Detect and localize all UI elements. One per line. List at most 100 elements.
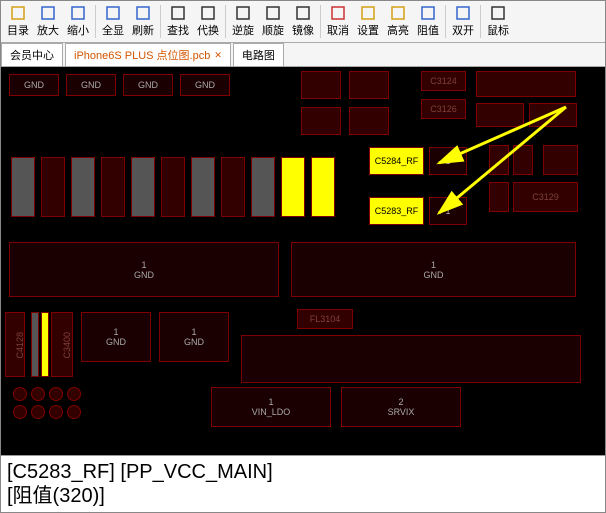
- status-line-2: [阻值(320)]: [7, 484, 599, 508]
- pcb-pad[interactable]: [49, 405, 63, 419]
- pcb-component[interactable]: [349, 71, 389, 99]
- tab-label: 电路图: [242, 47, 275, 63]
- tab-pcb[interactable]: iPhone6S PLUS 点位图.pcb ✕: [65, 43, 231, 66]
- resistance-icon: [420, 5, 436, 21]
- pcb-component[interactable]: [489, 182, 509, 212]
- pcb-component[interactable]: [221, 157, 245, 217]
- pcb-component[interactable]: C5283_RF: [369, 197, 424, 225]
- pcb-component[interactable]: [71, 157, 95, 217]
- pcb-component[interactable]: [101, 157, 125, 217]
- pcb-pad[interactable]: [67, 387, 81, 401]
- toolbar-dual-button[interactable]: 双开: [448, 3, 478, 40]
- toolbar-search-button[interactable]: 查找: [163, 3, 193, 40]
- toolbar-label: 鼠标: [487, 22, 509, 38]
- pcb-component[interactable]: [31, 312, 39, 377]
- pcb-canvas[interactable]: GNDGNDGNDGNDC3124C3126C5284_RF1C5283_RF1…: [1, 67, 605, 455]
- component-label: GND: [10, 80, 58, 90]
- cancel-icon: [330, 5, 346, 21]
- pcb-component[interactable]: C3129: [513, 182, 578, 212]
- toolbar-cancel-button[interactable]: 取消: [323, 3, 353, 40]
- pcb-component[interactable]: C3124: [421, 71, 466, 91]
- zoomout-icon: [70, 5, 86, 21]
- full-icon: [105, 5, 121, 21]
- toolbar-label: 全显: [102, 22, 124, 38]
- pcb-component[interactable]: [191, 157, 215, 217]
- pcb-component[interactable]: FL3104: [297, 309, 353, 329]
- component-label: GND: [67, 80, 115, 90]
- pcb-component[interactable]: [41, 312, 49, 377]
- pcb-component[interactable]: [131, 157, 155, 217]
- tab-label: iPhone6S PLUS 点位图.pcb: [74, 47, 210, 63]
- pcb-component[interactable]: [311, 157, 335, 217]
- toolbar-refresh-button[interactable]: 刷新: [128, 3, 158, 40]
- catalog-icon: [10, 5, 26, 21]
- pcb-pad[interactable]: [13, 405, 27, 419]
- pcb-component[interactable]: C4128: [5, 312, 25, 377]
- toolbar-mirror-button[interactable]: 镜像: [288, 3, 318, 40]
- pcb-component[interactable]: C5284_RF: [369, 147, 424, 175]
- refresh-icon: [135, 5, 151, 21]
- pcb-component[interactable]: C3400: [51, 312, 73, 377]
- toolbar-label: 代换: [197, 22, 219, 38]
- pcb-component[interactable]: GND: [123, 74, 173, 96]
- pcb-component[interactable]: [489, 145, 509, 175]
- pcb-component[interactable]: 1: [429, 197, 467, 225]
- pcb-component[interactable]: 1VIN_LDO: [211, 387, 331, 427]
- pcb-component[interactable]: [301, 107, 341, 135]
- pcb-component[interactable]: GND: [180, 74, 230, 96]
- zoomin-icon: [40, 5, 56, 21]
- pcb-component[interactable]: 1GND: [291, 242, 576, 297]
- status-line-1: [C5283_RF] [PP_VCC_MAIN]: [7, 460, 599, 484]
- pcb-component[interactable]: [11, 157, 35, 217]
- toolbar-catalog-button[interactable]: 目录: [3, 3, 33, 40]
- pcb-component[interactable]: [476, 71, 576, 97]
- tab-member[interactable]: 会员中心: [1, 43, 63, 66]
- pcb-component[interactable]: [529, 103, 577, 127]
- pcb-component[interactable]: 1GND: [159, 312, 229, 362]
- pcb-component[interactable]: [513, 145, 533, 175]
- component-label: 1VIN_LDO: [212, 397, 330, 417]
- toolbar-highlight-button[interactable]: 高亮: [383, 3, 413, 40]
- toolbar-ccw-button[interactable]: 逆旋: [228, 3, 258, 40]
- pcb-pad[interactable]: [67, 405, 81, 419]
- toolbar: 目录放大缩小全显刷新查找代换逆旋顺旋镜像取消设置高亮阻值双开鼠标: [1, 1, 605, 43]
- toolbar-replace-button[interactable]: 代换: [193, 3, 223, 40]
- pcb-component[interactable]: [349, 107, 389, 135]
- toolbar-label: 放大: [37, 22, 59, 38]
- pcb-component[interactable]: 1GND: [81, 312, 151, 362]
- tab-schematic[interactable]: 电路图: [233, 43, 284, 66]
- pcb-component[interactable]: GND: [9, 74, 59, 96]
- toolbar-settings-button[interactable]: 设置: [353, 3, 383, 40]
- pcb-component[interactable]: C3126: [421, 99, 466, 119]
- pcb-component[interactable]: 2SRVIX: [341, 387, 461, 427]
- toolbar-zoomin-button[interactable]: 放大: [33, 3, 63, 40]
- toolbar-resistance-button[interactable]: 阻值: [413, 3, 443, 40]
- pcb-component[interactable]: [161, 157, 185, 217]
- toolbar-label: 缩小: [67, 22, 89, 38]
- toolbar-full-button[interactable]: 全显: [98, 3, 128, 40]
- component-label: C3126: [422, 104, 465, 114]
- pcb-pad[interactable]: [49, 387, 63, 401]
- pcb-component[interactable]: 1: [429, 147, 467, 175]
- replace-icon: [200, 5, 216, 21]
- pcb-component[interactable]: [251, 157, 275, 217]
- pcb-pad[interactable]: [13, 387, 27, 401]
- toolbar-zoomout-button[interactable]: 缩小: [63, 3, 93, 40]
- toolbar-cw-button[interactable]: 顺旋: [258, 3, 288, 40]
- pcb-component[interactable]: [241, 335, 581, 383]
- toolbar-label: 刷新: [132, 22, 154, 38]
- pcb-component[interactable]: 1GND: [9, 242, 279, 297]
- pcb-component[interactable]: [41, 157, 65, 217]
- pcb-component[interactable]: [476, 103, 524, 127]
- close-icon[interactable]: ✕: [214, 50, 222, 61]
- pcb-component[interactable]: [281, 157, 305, 217]
- pcb-pad[interactable]: [31, 405, 45, 419]
- search-icon: [170, 5, 186, 21]
- pcb-component[interactable]: GND: [66, 74, 116, 96]
- toolbar-label: 查找: [167, 22, 189, 38]
- highlight-icon: [390, 5, 406, 21]
- pcb-component[interactable]: [301, 71, 341, 99]
- toolbar-mouse-button[interactable]: 鼠标: [483, 3, 513, 40]
- pcb-pad[interactable]: [31, 387, 45, 401]
- pcb-component[interactable]: [543, 145, 578, 175]
